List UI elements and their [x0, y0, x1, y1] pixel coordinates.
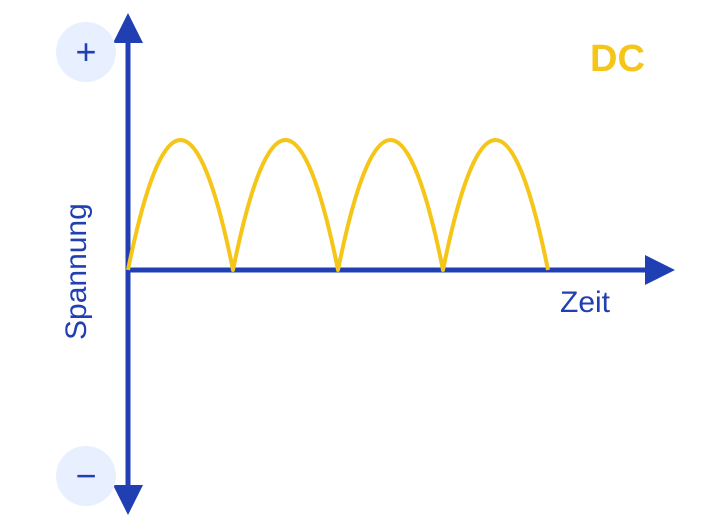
chart-canvas: + − DC Zeit Spannung — [0, 0, 710, 532]
dc-label: DC — [590, 38, 645, 81]
minus-label: − — [75, 455, 96, 497]
plus-sign: + — [56, 22, 116, 82]
minus-sign: − — [56, 446, 116, 506]
plus-label: + — [75, 31, 96, 73]
y-axis-label: Spannung — [60, 203, 94, 340]
dc-wave — [128, 140, 548, 270]
x-axis-label: Zeit — [560, 286, 610, 320]
